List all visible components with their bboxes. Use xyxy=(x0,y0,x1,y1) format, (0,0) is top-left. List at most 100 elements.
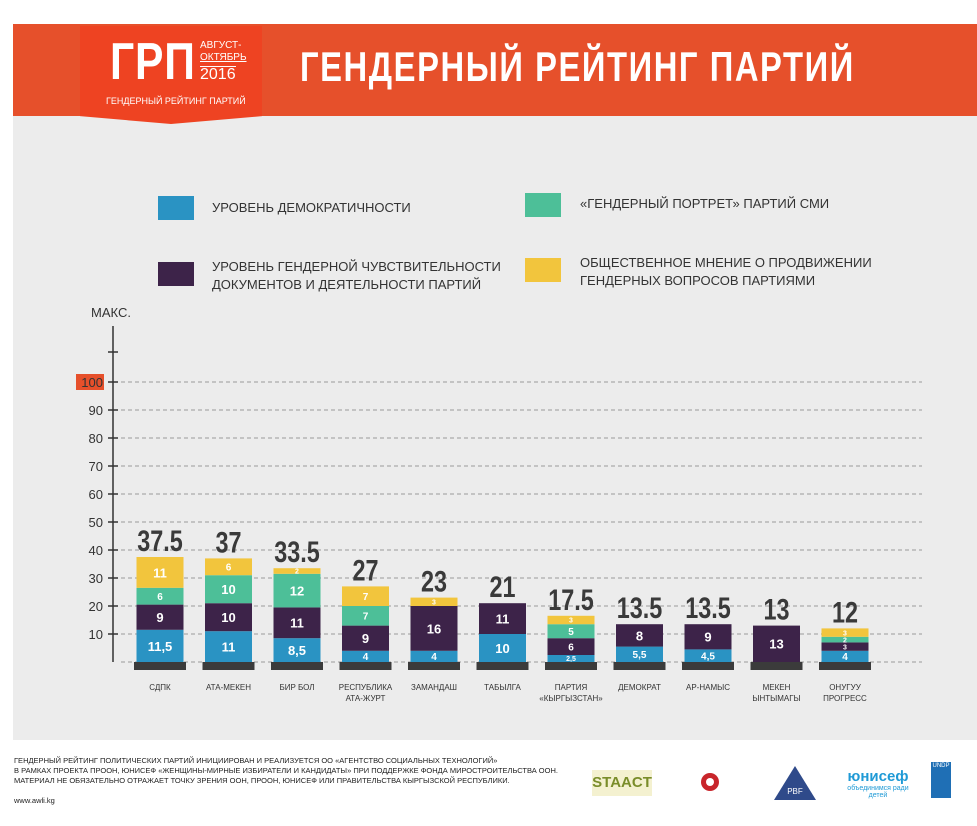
y-tick-label: 60 xyxy=(89,487,103,502)
legend-label-sensitivity: УРОВЕНЬ ГЕНДЕРНОЙ ЧУВСТВИТЕЛЬНОСТИ ДОКУМ… xyxy=(212,258,501,294)
bar-base xyxy=(613,662,666,670)
bar-base xyxy=(408,662,460,670)
bar-value-label: 4 xyxy=(842,652,848,663)
bar-value-label: 6 xyxy=(226,563,232,574)
bar-segment xyxy=(753,625,800,662)
logo-date-mid: ОКТЯБРЬ xyxy=(200,52,247,63)
bar-value-label: 2 xyxy=(295,569,299,576)
bar-segment xyxy=(273,607,321,639)
y-tick-label: 50 xyxy=(89,515,103,530)
y-tick-label: 20 xyxy=(89,599,103,614)
y-tick-label: 40 xyxy=(89,543,103,558)
bar-total-label: 13.5 xyxy=(617,591,663,624)
bar-value-label: 13 xyxy=(769,637,783,652)
bar-total-label: 37 xyxy=(215,526,241,559)
bar-segment xyxy=(273,568,321,574)
logo-text: ГРП xyxy=(110,33,196,91)
unicef-logo: юнисеф объединимся ради детей xyxy=(838,768,918,799)
bar-segment xyxy=(136,629,184,662)
legend-swatch-media xyxy=(525,193,561,217)
bar-segment xyxy=(684,624,732,650)
bar-value-label: 6 xyxy=(157,592,163,603)
bar-base xyxy=(476,662,529,670)
bar-value-label: 4,5 xyxy=(701,652,715,663)
bar-segment xyxy=(684,649,732,662)
undp-logo: UNDP xyxy=(931,762,951,798)
y-tick-label: 10 xyxy=(89,627,103,642)
category-label: ОНУГУУ xyxy=(829,683,861,692)
bar-value-label: 4 xyxy=(363,652,369,663)
footer-line2: В РАМКАХ ПРОЕКТА ПРООН, ЮНИСЕФ «ЖЕНЩИНЫ-… xyxy=(14,766,558,775)
category-label: МЕКЕН xyxy=(763,683,791,692)
stact-logo: STAACT xyxy=(592,770,652,796)
bar-base xyxy=(545,662,597,670)
bar-base xyxy=(271,662,323,670)
bar-segment xyxy=(821,650,869,662)
bar-value-label: 10 xyxy=(221,610,235,625)
y-tick-highlight xyxy=(76,374,104,390)
bar-value-label: 16 xyxy=(427,621,441,636)
bar-base xyxy=(750,662,803,670)
bar-value-label: 3 xyxy=(569,618,573,625)
pbf-logo: PBF xyxy=(772,764,818,804)
logo-date-top: АВГУСТ- xyxy=(200,40,242,51)
legend-label-sensitivity-line1: УРОВЕНЬ ГЕНДЕРНОЙ ЧУВСТВИТЕЛЬНОСТИ xyxy=(212,259,501,274)
category-label: ПРОГРЕСС xyxy=(823,694,867,703)
category-label: «КЫРГЫЗСТАН» xyxy=(539,694,603,703)
logo-year: 2016 xyxy=(200,66,236,83)
bar-value-label: 11 xyxy=(153,565,167,580)
bar-base xyxy=(682,662,734,670)
y-tick-label: 70 xyxy=(89,459,103,474)
bar-segment xyxy=(616,624,663,647)
bar-value-label: 10 xyxy=(495,641,509,656)
category-label: АТА-МЕКЕН xyxy=(206,683,251,692)
category-label: ТАБЫЛГА xyxy=(484,683,521,692)
legend-label-democracy: УРОВЕНЬ ДЕМОКРАТИЧНОСТИ xyxy=(212,200,411,215)
footer-url[interactable]: www.awli.kg xyxy=(14,796,55,805)
bar-value-label: 8 xyxy=(636,628,643,643)
footer-text: ГЕНДЕРНЫЙ РЕЙТИНГ ПОЛИТИЧЕСКИХ ПАРТИЙ ИН… xyxy=(14,756,558,786)
bar-value-label: 9 xyxy=(156,610,163,625)
bar-segment xyxy=(547,638,595,655)
y-axis-label: МАКС. xyxy=(91,305,131,320)
bar-segment xyxy=(410,650,458,662)
bar-segment xyxy=(821,642,869,651)
partner-logo xyxy=(665,768,755,798)
bar-segment xyxy=(547,624,595,639)
page-title: ГЕНДЕРНЫЙ РЕЙТИНГ ПАРТИЙ xyxy=(300,43,855,90)
bar-total-label: 33.5 xyxy=(274,535,320,568)
bar-total-label: 17.5 xyxy=(548,583,594,616)
category-label: ЫНТЫМАГЫ xyxy=(752,694,800,703)
bar-value-label: 3 xyxy=(843,644,847,651)
bar-segment xyxy=(136,557,184,588)
bar-segment xyxy=(342,625,389,651)
category-label: АТА-ЖУРТ xyxy=(346,694,386,703)
bar-total-label: 12 xyxy=(832,596,858,629)
legend-swatch-opinion xyxy=(525,258,561,282)
bar-base xyxy=(134,662,186,670)
bar-segment xyxy=(342,606,389,626)
category-label: ЗАМАНДАШ xyxy=(411,683,457,692)
bar-total-label: 21 xyxy=(489,570,515,603)
bar-value-label: 2,5 xyxy=(566,656,576,663)
logo-badge: ГРП АВГУСТ- ОКТЯБРЬ 2016 ГЕНДЕРНЫЙ РЕЙТИ… xyxy=(80,26,262,124)
legend-swatch-sensitivity xyxy=(158,262,194,286)
bar-base xyxy=(339,662,392,670)
bar-segment xyxy=(479,603,526,634)
legend-label-sensitivity-line2: ДОКУМЕНТОВ И ДЕЯТЕЛЬНОСТИ ПАРТИЙ xyxy=(212,277,482,292)
bar-value-label: 10 xyxy=(221,582,235,597)
bar-value-label: 8,5 xyxy=(288,643,306,658)
bar-segment xyxy=(205,558,252,576)
bar-segment xyxy=(136,604,184,630)
unicef-text: юнисеф xyxy=(847,768,909,785)
bar-segment xyxy=(479,634,526,662)
bar-segment xyxy=(205,603,252,632)
bar-segment xyxy=(821,636,869,643)
bar-value-label: 6 xyxy=(568,642,574,653)
bar-value-label: 4 xyxy=(431,652,437,663)
bar-segment xyxy=(410,606,458,651)
bar-segment xyxy=(205,631,252,662)
bar-value-label: 12 xyxy=(290,584,304,599)
bar-value-label: 5 xyxy=(568,627,574,638)
